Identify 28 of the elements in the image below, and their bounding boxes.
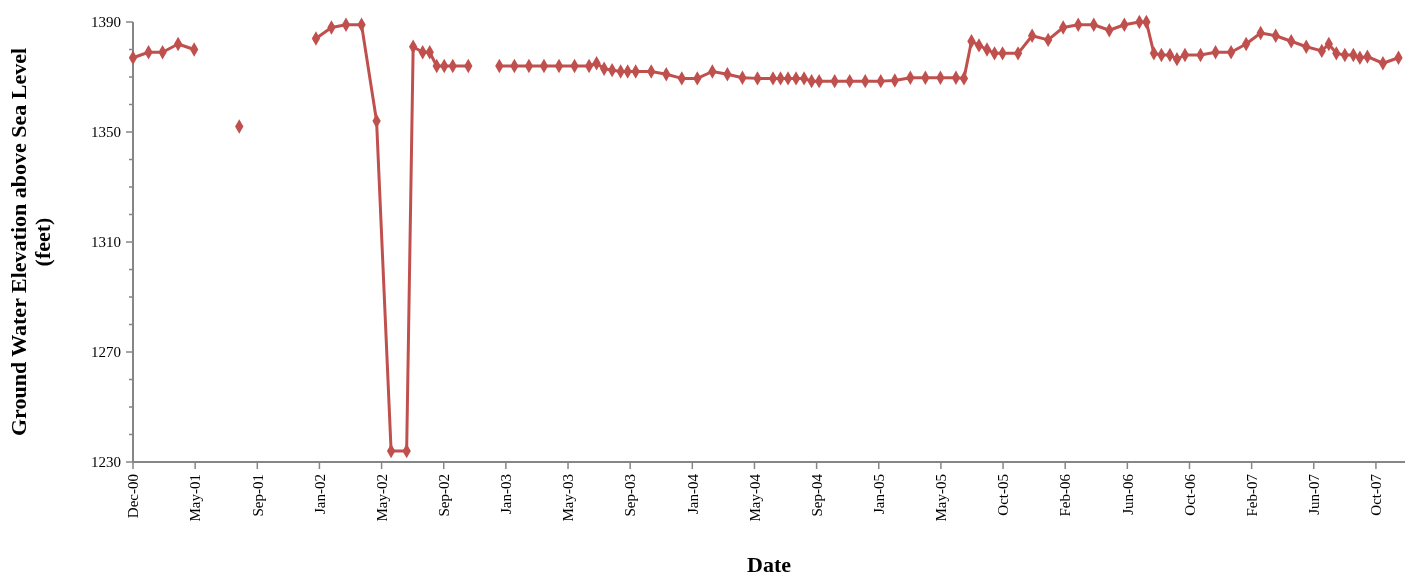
x-tick-label: May-05 (933, 474, 950, 522)
x-tick-label: May-03 (560, 474, 577, 522)
x-tick-label: Dec-00 (125, 474, 142, 519)
x-tick-label: Sep-01 (249, 474, 266, 517)
y-axis-title: Ground Water Elevation above Sea Level (feet) (6, 47, 55, 437)
x-tick-label: Sep-04 (808, 473, 825, 517)
x-tick-label: Sep-02 (435, 474, 452, 517)
y-tick-label: 1310 (91, 234, 121, 251)
x-tick-label: Oct-07 (1368, 473, 1385, 516)
x-tick-label: May-04 (746, 473, 763, 522)
x-tick-label: Feb-07 (1243, 473, 1260, 517)
y-tick-label: 1350 (91, 124, 121, 141)
x-tick-label: May-01 (187, 474, 204, 522)
x-tick-label: Jun-07 (1306, 473, 1323, 515)
x-tick-label: Jan-03 (498, 474, 515, 514)
x-tick-label: Sep-03 (622, 474, 639, 517)
x-tick-label: Jan-04 (684, 473, 701, 514)
y-tick-label: 1270 (91, 344, 121, 361)
x-tick-label: Feb-06 (1057, 473, 1074, 517)
x-tick-label: Jan-05 (871, 474, 888, 514)
x-tick-label: Oct-06 (1181, 473, 1198, 516)
x-axis-title: Date (747, 552, 792, 576)
x-tick-label: Oct-05 (995, 474, 1012, 516)
y-tick-label: 1230 (91, 454, 121, 471)
y-tick-label: 1390 (91, 14, 121, 31)
x-tick-label: Jan-02 (311, 474, 328, 514)
x-tick-label: May-02 (373, 474, 390, 522)
x-tick-label: Jun-06 (1119, 473, 1136, 515)
